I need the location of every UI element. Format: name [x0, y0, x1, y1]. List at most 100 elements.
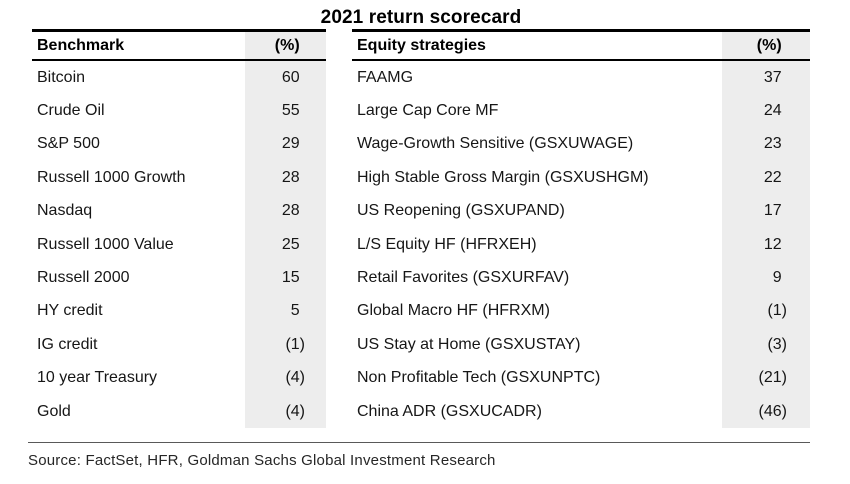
table-row: Global Macro HF (HFRXM) (1)	[352, 294, 810, 329]
row-value-cell: 17	[722, 194, 810, 228]
table-row: Large Cap Core MF 24	[352, 94, 810, 128]
row-label: Retail Favorites (GSXURFAV)	[357, 269, 570, 287]
row-value-cell: 37	[722, 61, 810, 95]
table-row: IG credit (1)	[32, 328, 326, 362]
row-label: L/S Equity HF (HFRXEH)	[357, 235, 537, 253]
row-label: Nasdaq	[37, 202, 93, 220]
page-title: 2021 return scorecard	[320, 7, 522, 28]
row-value: 17	[763, 202, 782, 220]
table-row: Crude Oil 55	[32, 94, 326, 128]
table-row: FAAMG 37	[352, 61, 810, 95]
row-value-cell: 28	[245, 194, 326, 228]
row-value: 55	[281, 102, 300, 120]
row-value-cell: 60	[245, 61, 326, 95]
row-value-cell: (1)	[245, 328, 326, 362]
table-row: High Stable Gross Margin (GSXUSHGM) 22	[352, 161, 810, 195]
row-label: 10 year Treasury	[37, 369, 158, 387]
row-value-cell: 29	[245, 127, 326, 162]
row-value: (3)	[767, 335, 787, 353]
row-value-cell: (4)	[245, 361, 326, 395]
row-value: 24	[763, 102, 782, 120]
source-note: Source: FactSet, HFR, Goldman Sachs Glob…	[28, 452, 496, 470]
row-value: 12	[763, 235, 782, 253]
table-row: L/S Equity HF (HFRXEH) 12	[352, 227, 810, 262]
row-label: Crude Oil	[37, 102, 105, 120]
row-label: S&P 500	[37, 135, 100, 153]
row-label: Bitcoin	[37, 68, 86, 86]
row-value: 28	[281, 202, 300, 220]
table-row: Non Profitable Tech (GSXUNPTC) (21)	[352, 361, 810, 395]
row-value: 25	[281, 235, 300, 253]
row-value-cell: (1)	[722, 294, 810, 329]
row-value-cell: 28	[245, 161, 326, 195]
equity-table-header-row: Equity strategies (%)	[352, 32, 810, 61]
table-row: Wage-Growth Sensitive (GSXUWAGE) 23	[352, 127, 810, 162]
row-label: HY credit	[37, 302, 103, 320]
row-value: 9	[772, 269, 782, 287]
row-label: Russell 1000 Growth	[37, 168, 186, 186]
row-value: (4)	[285, 369, 305, 387]
row-value-cell: (46)	[722, 394, 810, 429]
row-value-cell: (4)	[245, 394, 326, 429]
equity-percent-column-header: (%)	[722, 32, 810, 59]
row-label: High Stable Gross Margin (GSXUSHGM)	[357, 168, 649, 186]
table-row: Russell 2000 15	[32, 261, 326, 295]
row-value-cell: 25	[245, 227, 326, 262]
row-value: (1)	[767, 302, 787, 320]
footer-divider	[28, 442, 810, 444]
table-row: 10 year Treasury (4)	[32, 361, 326, 395]
percent-header-label: (%)	[274, 36, 300, 54]
row-label: FAAMG	[357, 68, 414, 86]
row-value: 29	[281, 135, 300, 153]
row-value-cell: 15	[245, 261, 326, 295]
row-value: (46)	[758, 402, 787, 420]
table-row: Retail Favorites (GSXURFAV) 9	[352, 261, 810, 295]
row-value-cell: 9	[722, 261, 810, 295]
row-value: 28	[281, 168, 300, 186]
table-row: US Reopening (GSXUPAND) 17	[352, 194, 810, 228]
tables-container: Benchmark (%) Bitcoin 60 Crude Oil 55	[32, 29, 850, 429]
row-value: 37	[763, 68, 782, 86]
row-value: 5	[290, 302, 300, 320]
row-value-cell: 23	[722, 127, 810, 162]
benchmark-table-header-row: Benchmark (%)	[32, 32, 326, 61]
row-label: China ADR (GSXUCADR)	[357, 402, 542, 420]
row-value: (1)	[285, 335, 305, 353]
table-row: S&P 500 29	[32, 127, 326, 162]
table-row: Nasdaq 28	[32, 194, 326, 228]
row-value: (21)	[758, 369, 787, 387]
equity-strategies-table: Equity strategies (%) FAAMG 37 Large Cap…	[352, 29, 810, 429]
row-label: US Reopening (GSXUPAND)	[357, 202, 565, 220]
benchmark-column-header: Benchmark	[37, 36, 125, 54]
row-value-cell: 55	[245, 94, 326, 128]
table-row: Gold (4)	[32, 394, 326, 429]
percent-header-label: (%)	[756, 36, 782, 54]
equity-strategies-column-header: Equity strategies	[357, 36, 486, 54]
row-value-cell: 24	[722, 94, 810, 128]
table-row: Bitcoin 60	[32, 61, 326, 95]
row-value: (4)	[285, 402, 305, 420]
row-value-cell: 22	[722, 161, 810, 195]
row-label: Russell 2000	[37, 269, 130, 287]
table-row: China ADR (GSXUCADR) (46)	[352, 394, 810, 429]
row-label: Russell 1000 Value	[37, 235, 174, 253]
row-label: Non Profitable Tech (GSXUNPTC)	[357, 369, 601, 387]
table-row: US Stay at Home (GSXUSTAY) (3)	[352, 328, 810, 362]
table-row: Russell 1000 Value 25	[32, 227, 326, 262]
benchmark-table: Benchmark (%) Bitcoin 60 Crude Oil 55	[32, 29, 326, 429]
row-value: 23	[763, 135, 782, 153]
table-row: Russell 1000 Growth 28	[32, 161, 326, 195]
row-value: 15	[281, 269, 300, 287]
row-label: Global Macro HF (HFRXM)	[357, 302, 550, 320]
benchmark-percent-column-header: (%)	[245, 32, 326, 59]
row-value-cell: 12	[722, 227, 810, 262]
row-value-cell: (3)	[722, 328, 810, 362]
row-label: Large Cap Core MF	[357, 102, 499, 120]
row-value: 22	[763, 168, 782, 186]
row-label: IG credit	[37, 335, 98, 353]
table-row: HY credit 5	[32, 294, 326, 329]
row-value-cell: (21)	[722, 361, 810, 395]
row-label: US Stay at Home (GSXUSTAY)	[357, 335, 581, 353]
row-label: Gold	[37, 402, 71, 420]
